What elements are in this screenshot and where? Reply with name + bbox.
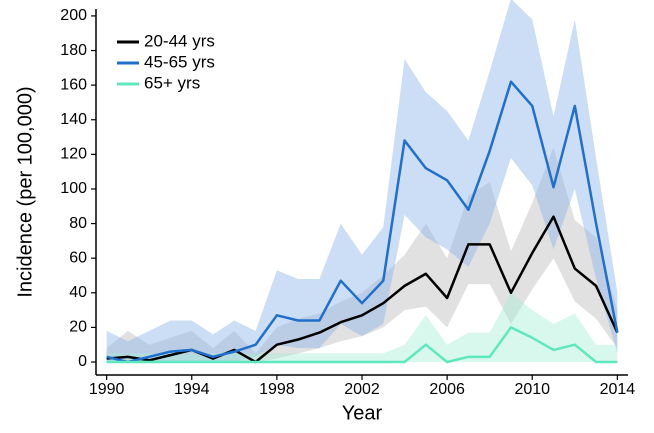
- y-tick-label: 140: [60, 111, 87, 128]
- y-tick-label: 80: [69, 215, 87, 232]
- y-tick-label: 120: [60, 146, 87, 163]
- x-axis-title: Year: [342, 402, 383, 424]
- y-tick-label: 200: [60, 7, 87, 24]
- legend-label: 20-44 yrs: [144, 31, 215, 50]
- x-tick-label: 2010: [514, 381, 550, 398]
- y-tick-label: 180: [60, 42, 87, 59]
- y-tick-label: 0: [78, 353, 87, 370]
- confidence-band: [106, 147, 618, 363]
- legend-label: 65+ yrs: [144, 73, 200, 92]
- x-tick-label: 1990: [89, 381, 125, 398]
- x-tick-label: 1994: [174, 381, 210, 398]
- confidence-band: [106, 292, 618, 363]
- y-axis-title: Incidence (per 100,000): [14, 86, 36, 297]
- x-tick-label: 1998: [259, 381, 295, 398]
- series-line: [106, 80, 619, 364]
- legend-label: 45-65 yrs: [144, 52, 215, 71]
- y-tick-label: 20: [69, 319, 87, 336]
- x-tick-label: 2006: [429, 381, 465, 398]
- x-tick-label: 2014: [600, 381, 636, 398]
- y-tick-label: 40: [69, 284, 87, 301]
- y-tick-label: 160: [60, 76, 87, 93]
- x-tick-label: 2002: [344, 381, 380, 398]
- y-tick-label: 60: [69, 249, 87, 266]
- confidence-band: [106, 0, 618, 363]
- series-line: [106, 326, 618, 364]
- y-tick-label: 100: [60, 180, 87, 197]
